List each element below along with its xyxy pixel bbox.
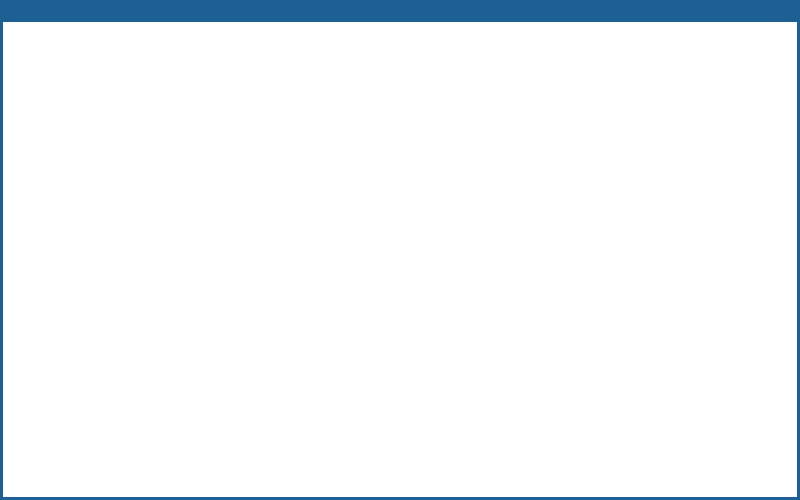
plot-area	[41, 42, 760, 459]
title-bar	[0, 0, 800, 22]
chart-area	[0, 22, 800, 500]
